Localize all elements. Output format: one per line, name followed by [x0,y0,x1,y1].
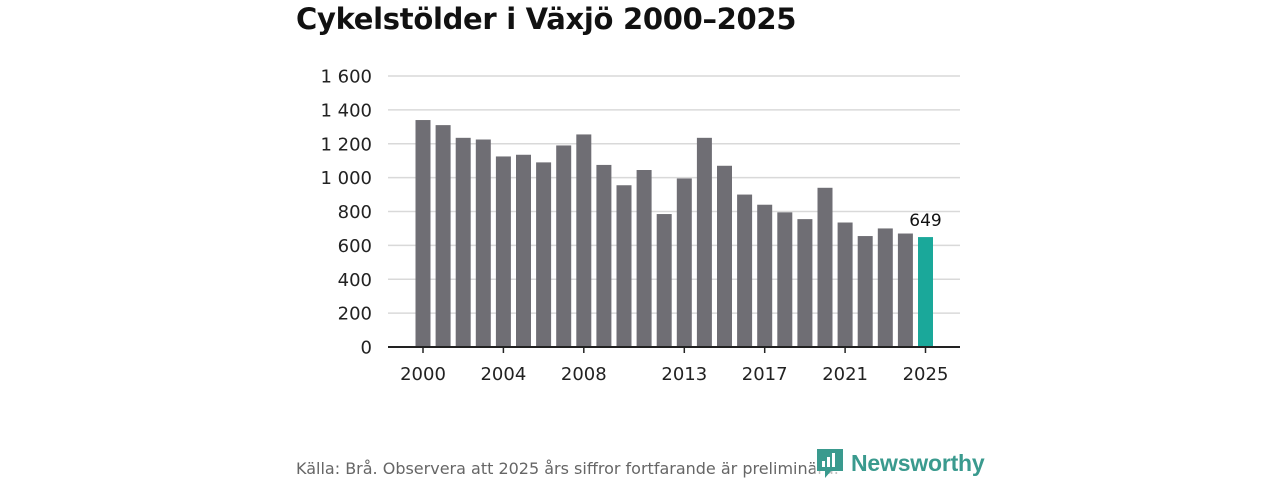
y-tick-label: 1 600 [320,67,372,88]
bar-2020 [817,187,833,347]
x-tick-label: 2025 [903,364,949,385]
bar-2006 [536,162,552,347]
x-tick-label: 2008 [561,364,607,385]
data-label: 649 [909,211,941,231]
bar-2011 [636,170,652,347]
grid-lines [388,75,960,314]
x-tick-label: 2004 [480,364,526,385]
bar-2001 [435,125,451,348]
bar-2013 [676,178,692,347]
bar-2015 [717,165,732,347]
bar-2023 [877,228,893,347]
y-tick-label: 200 [338,304,372,325]
x-tick-label: 2021 [822,364,868,385]
y-tick-label: 0 [361,338,372,359]
bar-2019 [797,219,813,347]
page-title: Cykelstölder i Växjö 2000–2025 [296,2,797,36]
bar-2016 [737,194,753,347]
x-tick-label: 2017 [742,364,788,385]
bar-2018 [777,212,793,347]
bar-2008 [576,134,592,347]
y-axis-ticks: 0 200 400 600 800 1 000 1 200 1 400 1 600 [320,67,372,359]
x-tick-label: 2013 [661,364,707,385]
y-tick-label: 1 000 [320,168,372,189]
bar-2004 [495,156,511,347]
brand-logo: Newsworthy [815,447,985,479]
x-tick-label: 2000 [400,364,446,385]
bar-2022 [857,236,873,347]
x-axis-ticks: 2000 2004 2008 2013 2017 2021 2025 [400,347,948,385]
bar-2010 [616,185,632,347]
bar-2007 [556,145,572,347]
bar-2025 [918,237,933,347]
bar-2021 [837,222,853,347]
bar-2012 [656,214,672,347]
bar-2002 [455,137,471,347]
y-tick-label: 400 [338,270,372,291]
y-tick-label: 1 200 [320,134,372,155]
y-tick-label: 800 [338,202,372,223]
bar-2003 [475,139,491,347]
bar-2009 [596,164,612,347]
bar-2017 [757,204,773,347]
bar-2024 [897,233,913,347]
y-tick-label: 1 400 [320,100,372,121]
brand-name: Newsworthy [851,449,985,476]
bar-2000 [415,120,431,347]
data-labels: 649 [909,211,941,231]
y-tick-label: 600 [338,236,372,257]
chart-bubble-icon [817,449,843,478]
bar-2005 [516,154,531,347]
bar-2014 [696,137,712,347]
bars [415,120,933,348]
source-note: Källa: Brå. Observera att 2025 års siffr… [296,459,839,478]
